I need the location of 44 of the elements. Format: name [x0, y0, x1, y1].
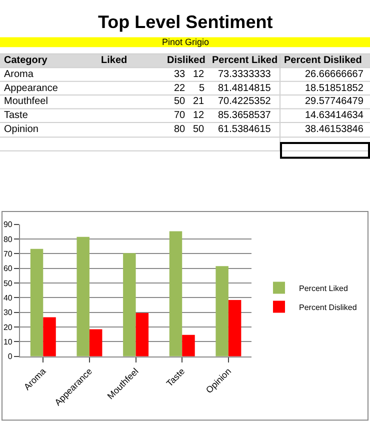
data-label: 85.3658537: [218, 110, 272, 121]
data-label: 61.5384615: [218, 124, 272, 135]
y-tick-label: 30: [3, 308, 13, 318]
y-tick-label: 60: [3, 264, 13, 274]
y-tick-label: 0: [8, 352, 13, 362]
data-label: 50: [174, 96, 186, 107]
data-label: 5: [199, 83, 205, 94]
data-label: 21: [193, 96, 205, 107]
data-label: 70.4225352: [218, 96, 272, 107]
category-label: Aroma: [4, 69, 34, 80]
text: Category: [4, 55, 48, 66]
category-label: Taste: [4, 110, 28, 121]
y-tick-label: 90: [3, 220, 13, 230]
data-label: 29.57746479: [305, 96, 364, 107]
text: Percent Liked: [212, 55, 278, 66]
data-label: 80: [174, 124, 186, 135]
y-tick-label: 10: [3, 338, 13, 347]
text: Liked: [101, 55, 128, 66]
data-label: 12: [193, 69, 205, 80]
text: Pinot Grigio: [162, 37, 210, 47]
category-label: Opinion: [4, 124, 38, 135]
y-tick-label: 20: [3, 322, 13, 332]
data-label: 22: [174, 83, 186, 94]
data-label: 70: [174, 110, 186, 121]
data-label: 38.46153846: [305, 124, 364, 135]
data-label: 50: [193, 124, 205, 135]
text: Top Level Sentiment: [98, 12, 273, 32]
text: Disliked: [167, 55, 206, 66]
legend-label: Percent Liked: [299, 284, 348, 293]
data-label: 81.4814815: [218, 83, 272, 94]
y-tick-label: 80: [3, 234, 13, 244]
y-tick-label: 40: [3, 294, 13, 303]
text: Percent Disliked: [284, 55, 362, 66]
category-label: Mouthfeel: [4, 96, 48, 107]
y-tick-label: 50: [3, 278, 13, 288]
data-label: 14.63414634: [305, 110, 364, 121]
data-label: 33: [174, 69, 186, 80]
category-label: Appearance: [4, 83, 58, 94]
data-label: 73.3333333: [218, 69, 272, 80]
data-label: 26.66666667: [305, 69, 364, 80]
y-tick-label: 70: [3, 250, 13, 259]
data-label: 18.51851852: [305, 83, 364, 94]
data-label: 12: [193, 110, 205, 121]
legend-label: Percent Disliked: [299, 302, 357, 312]
